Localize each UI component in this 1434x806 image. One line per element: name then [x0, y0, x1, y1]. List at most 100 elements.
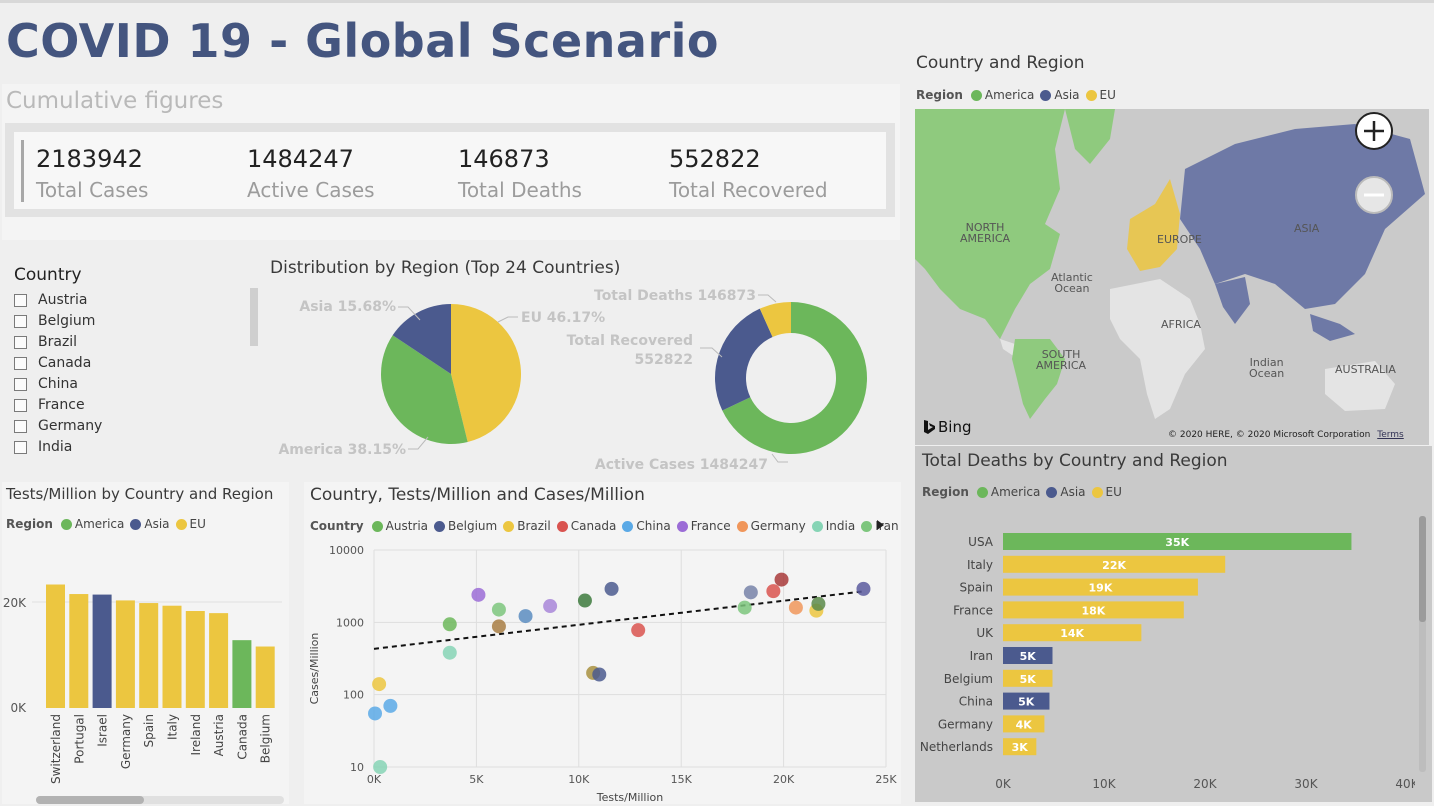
- slicer-item-germany[interactable]: Germany: [14, 416, 102, 436]
- slicer-item-china[interactable]: China: [14, 374, 78, 394]
- kpi-card[interactable]: [14, 132, 886, 209]
- scatter-point[interactable]: [368, 706, 383, 721]
- tests-legend-asia[interactable]: Asia: [130, 517, 170, 531]
- tests-bar-spain[interactable]: [139, 603, 159, 708]
- checkbox-icon[interactable]: [14, 377, 27, 391]
- scatter-point[interactable]: [442, 617, 457, 632]
- pie-slice-america[interactable]: [381, 335, 468, 444]
- deaths-bar-chart[interactable]: 0K 10K 20K 30K 40K USA 35K Italy 22K Spain 19K Fran…: [915, 525, 1415, 800]
- scatter-point[interactable]: [766, 584, 781, 599]
- scatter-point[interactable]: [774, 572, 789, 587]
- scatter-point[interactable]: [372, 677, 387, 692]
- scatter-point[interactable]: [491, 619, 506, 634]
- map-legend-eu[interactable]: EU: [1085, 88, 1116, 102]
- map-legend-america[interactable]: America: [970, 88, 1034, 102]
- slicer-scrollbar[interactable]: [250, 288, 258, 346]
- deaths-bar-italy[interactable]: [1003, 555, 1226, 573]
- scatter-point[interactable]: [383, 698, 398, 713]
- scatter-point[interactable]: [856, 581, 871, 596]
- scatter-legend-india[interactable]: India: [811, 519, 855, 533]
- europe-region[interactable]: [1127, 179, 1180, 271]
- donut-slice-recovered[interactable]: [715, 308, 773, 411]
- tests-scroll-track[interactable]: [36, 796, 284, 804]
- legend-next-icon[interactable]: [874, 519, 886, 531]
- scatter-point[interactable]: [442, 645, 457, 660]
- tests-bar-portugal[interactable]: [69, 594, 89, 708]
- slicer-item-austria[interactable]: Austria: [14, 290, 87, 310]
- tests-scroll-thumb[interactable]: [36, 796, 144, 804]
- scatter-point[interactable]: [577, 593, 592, 608]
- tests-bar-italy[interactable]: [162, 605, 182, 708]
- map-terms-link[interactable]: Terms: [1377, 430, 1404, 440]
- checkbox-icon[interactable]: [14, 293, 27, 307]
- tests-bar-israel[interactable]: [92, 594, 112, 708]
- tests-bar-canada[interactable]: [232, 640, 252, 708]
- scatter-legend-canada[interactable]: Canada: [556, 519, 616, 533]
- tests-bar-belgium[interactable]: [255, 646, 275, 708]
- scatter-point[interactable]: [631, 623, 646, 638]
- checkbox-icon[interactable]: [14, 356, 27, 370]
- scatter-point[interactable]: [743, 585, 758, 600]
- scatter-legend-austria[interactable]: Austria: [371, 519, 428, 533]
- region-pie[interactable]: [381, 304, 521, 444]
- tests-bar-austria[interactable]: [209, 613, 229, 708]
- tests-bar-ireland[interactable]: [185, 611, 205, 708]
- scatter-point[interactable]: [471, 587, 486, 602]
- deaths-bar-france[interactable]: [1003, 601, 1184, 619]
- slicer-item-brazil[interactable]: Brazil: [14, 332, 77, 352]
- scatter-point[interactable]: [737, 600, 752, 615]
- scatter-point[interactable]: [543, 599, 558, 614]
- map-legend-asia[interactable]: Asia: [1040, 88, 1080, 102]
- tests-legend-america[interactable]: America: [60, 517, 124, 531]
- deaths-bar-iran[interactable]: [1003, 647, 1053, 664]
- world-map[interactable]: [915, 109, 1429, 445]
- deaths-bar-germany[interactable]: [1003, 715, 1045, 733]
- checkbox-icon[interactable]: [14, 314, 27, 328]
- checkbox-icon[interactable]: [14, 335, 27, 349]
- tests-legend-eu[interactable]: EU: [175, 517, 206, 531]
- scatter-legend-germany[interactable]: Germany: [736, 519, 806, 533]
- checkbox-icon[interactable]: [14, 398, 27, 412]
- tests-bar-germany[interactable]: [115, 600, 135, 708]
- scatter-chart[interactable]: 0K 5K 10K 15K 20K 25K 10000 1000 100 10 Tests/Mill…: [304, 540, 901, 804]
- scatter-point[interactable]: [518, 609, 533, 624]
- scatter-point[interactable]: [592, 667, 607, 682]
- scatter-legend-belgium[interactable]: Belgium: [434, 519, 497, 533]
- slicer-item-france[interactable]: France: [14, 395, 85, 415]
- deaths-scroll-track[interactable]: [1419, 516, 1426, 772]
- cases-donut[interactable]: [715, 302, 868, 454]
- scatter-legend-brazil[interactable]: Brazil: [503, 519, 551, 533]
- pie-slice-eu[interactable]: [451, 304, 521, 442]
- zoom-in-button[interactable]: [1355, 112, 1393, 150]
- slicer-item-canada[interactable]: Canada: [14, 353, 91, 373]
- deaths-scroll-thumb[interactable]: [1419, 516, 1426, 622]
- zoom-out-button[interactable]: [1355, 176, 1393, 214]
- donut-slice-active[interactable]: [722, 302, 868, 454]
- deaths-bar-belgium[interactable]: [1003, 669, 1053, 687]
- deaths-bar-netherlands[interactable]: [1003, 738, 1037, 756]
- tests-bar-switzerland[interactable]: [46, 584, 65, 708]
- scatter-point[interactable]: [788, 600, 803, 615]
- deaths-bar-spain[interactable]: [1003, 578, 1198, 596]
- scatter-legend-china[interactable]: China: [622, 519, 671, 533]
- deaths-bar-usa[interactable]: [1003, 533, 1352, 550]
- donut-slice-deaths[interactable]: [759, 302, 791, 337]
- scatter-legend-iran[interactable]: Iran: [861, 519, 899, 533]
- south-america-region[interactable]: [1012, 339, 1065, 419]
- deaths-bar-uk[interactable]: [1003, 624, 1142, 642]
- slicer-item-belgium[interactable]: Belgium: [14, 311, 95, 331]
- scatter-point[interactable]: [491, 602, 506, 617]
- checkbox-icon[interactable]: [14, 440, 27, 454]
- pie-slice-asia[interactable]: [392, 304, 451, 374]
- scatter-point[interactable]: [604, 581, 619, 596]
- deaths-legend-asia[interactable]: Asia: [1046, 485, 1086, 499]
- scatter-point[interactable]: [811, 596, 826, 611]
- checkbox-icon[interactable]: [14, 419, 27, 433]
- tests-bar-chart[interactable]: 20K 0K Switzerland Portugal Israel Germany Spa…: [2, 540, 287, 790]
- deaths-legend-america[interactable]: America: [976, 485, 1040, 499]
- slicer-item-india[interactable]: India: [14, 437, 72, 457]
- deaths-bar-china[interactable]: [1003, 692, 1050, 710]
- north-america-region[interactable]: [915, 109, 1065, 339]
- asia-region[interactable]: [1180, 124, 1425, 309]
- deaths-legend-eu[interactable]: EU: [1091, 485, 1122, 499]
